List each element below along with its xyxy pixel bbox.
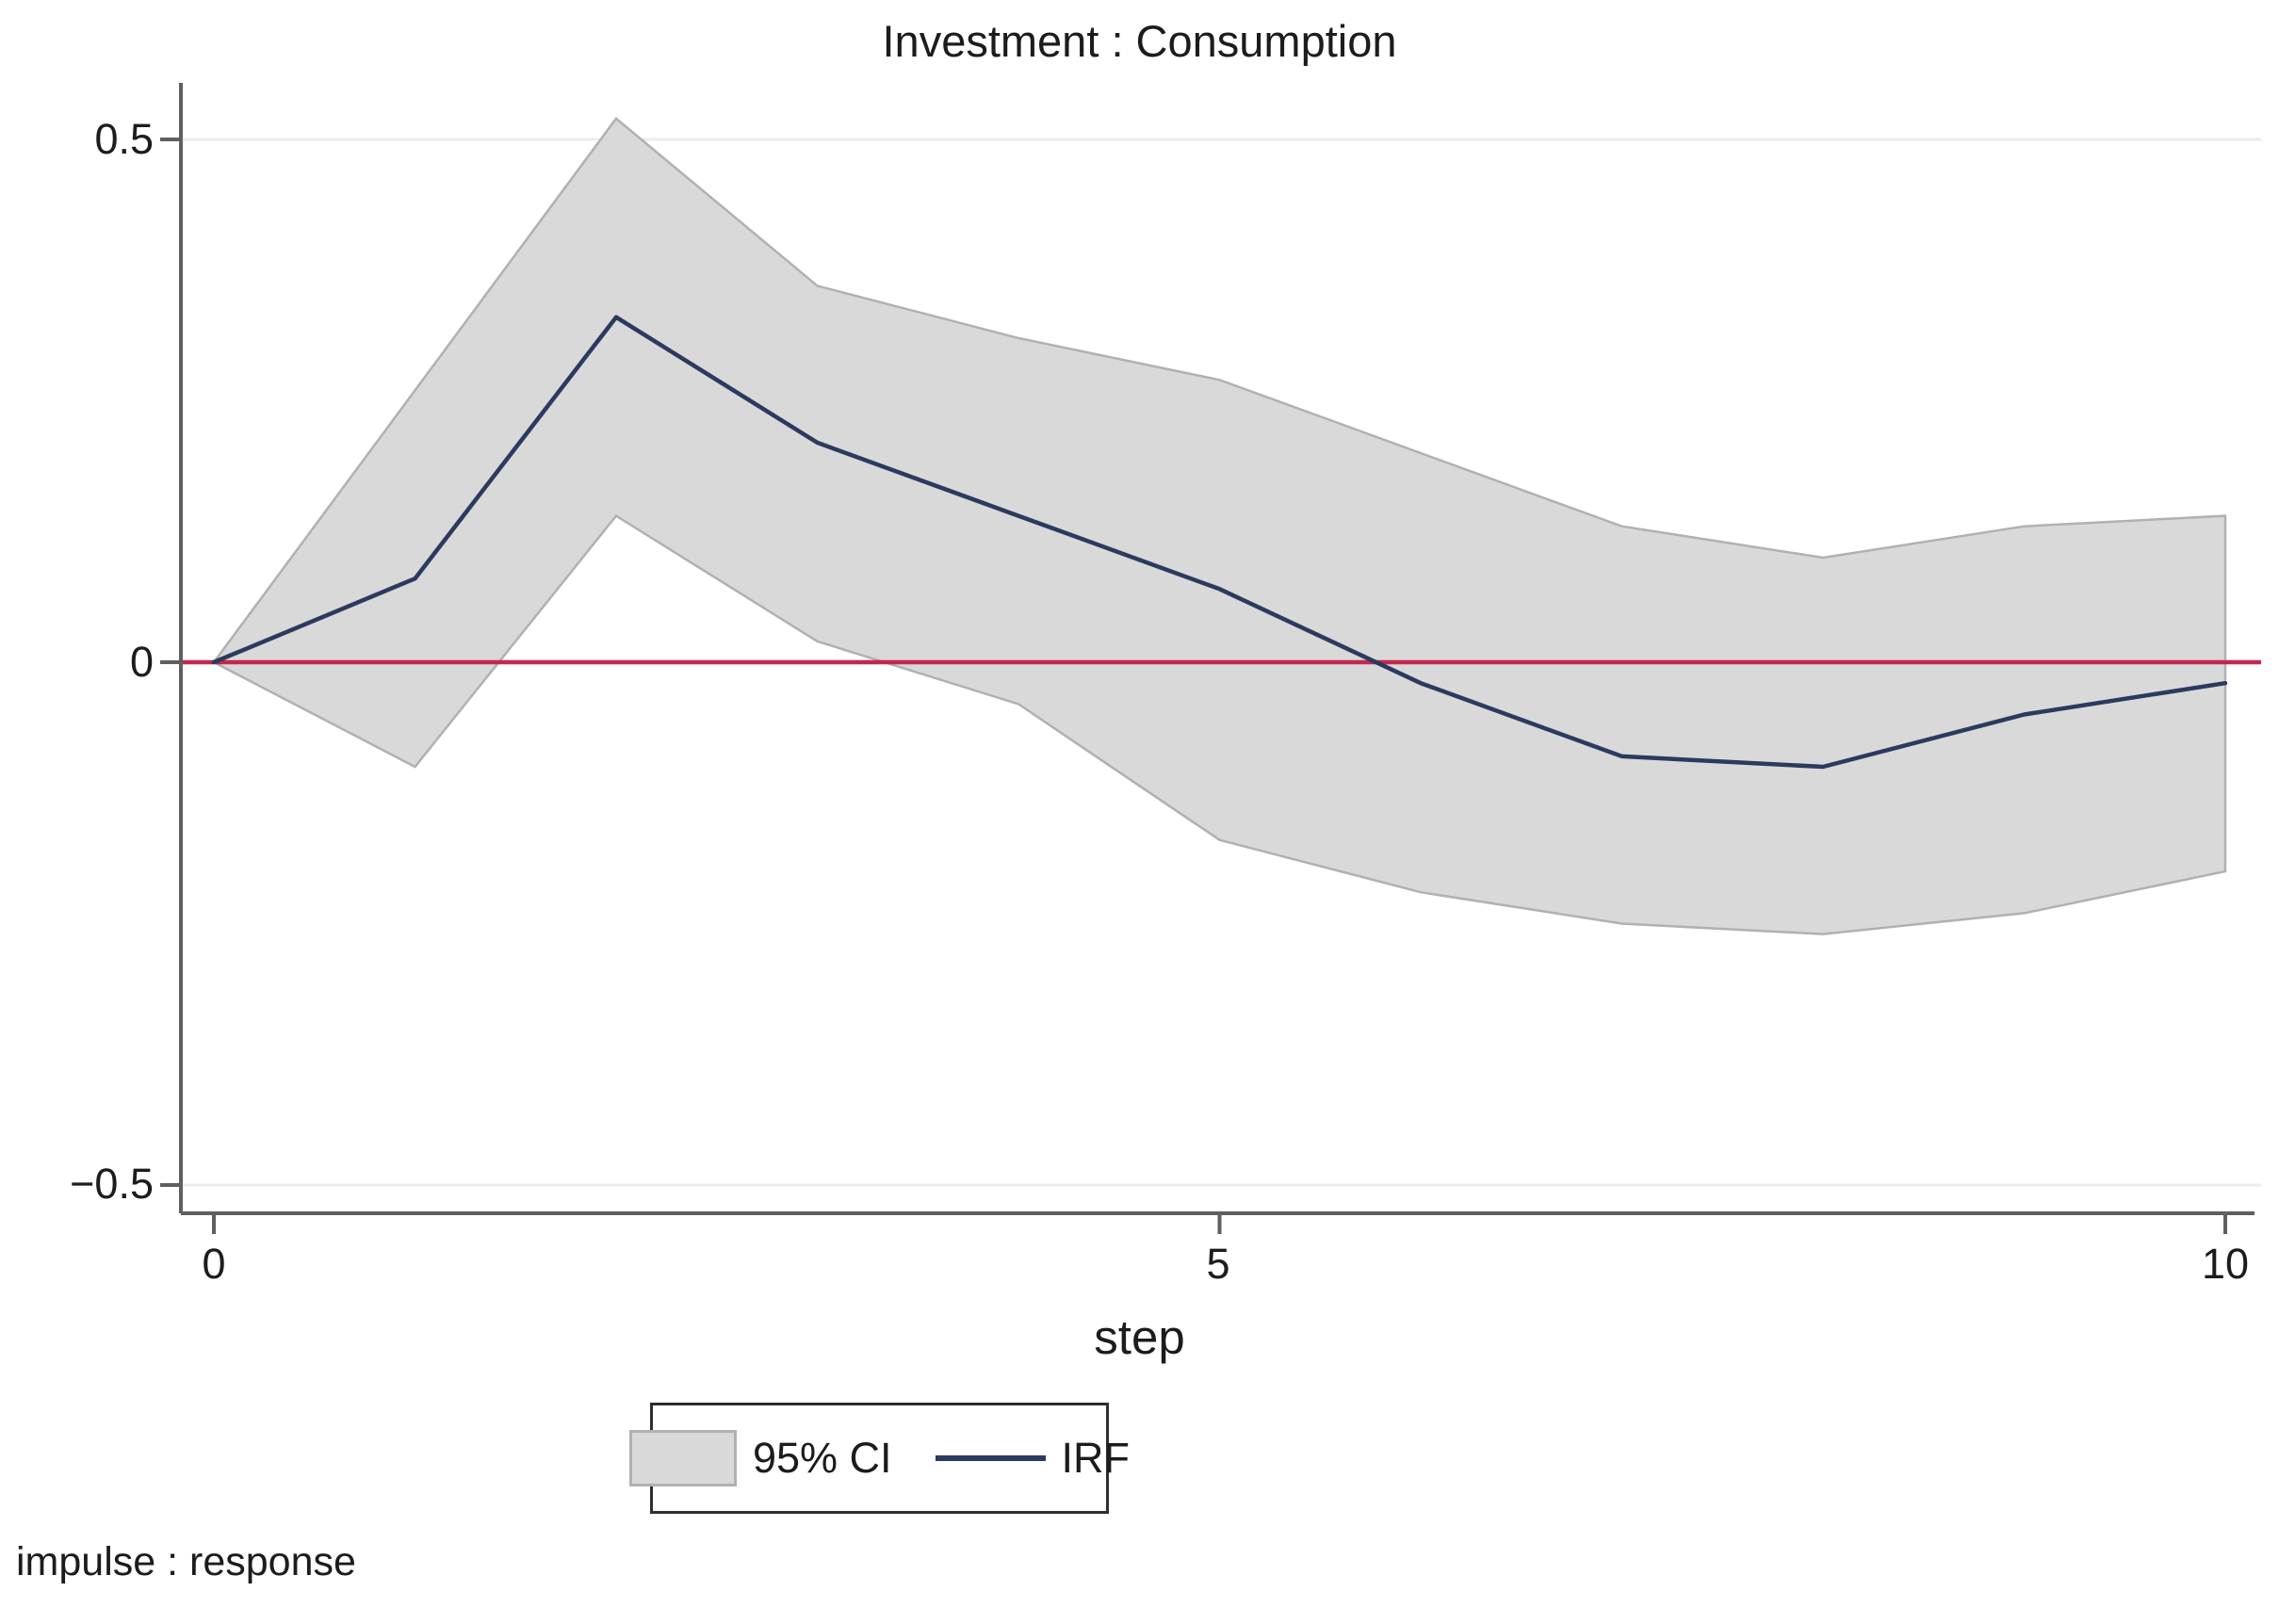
irf-line [211,315,2228,770]
y-tick-label-05: 0.5 [94,115,154,163]
ci-band [212,116,2227,935]
legend-irf-line-sample [935,1455,1046,1461]
legend-ci-label: 95% CI [752,1434,892,1482]
impulse-response-note: impulse : response [16,1539,356,1584]
x-tick-label-10: 10 [2201,1240,2250,1288]
x-axis-title: step [1094,1310,1185,1364]
x-tick-label-5: 5 [1206,1240,1230,1288]
y-tick-label-m05: −0.5 [70,1160,154,1208]
legend-box: 95% CI IRF [628,1403,1130,1514]
legend-irf-label: IRF [1061,1434,1131,1482]
legend-ci-swatch [628,1430,737,1486]
chart-title: Investment : Consumption [882,16,1397,66]
x-tick-label-0: 0 [202,1240,226,1288]
y-tick-label-0: 0 [129,638,154,686]
